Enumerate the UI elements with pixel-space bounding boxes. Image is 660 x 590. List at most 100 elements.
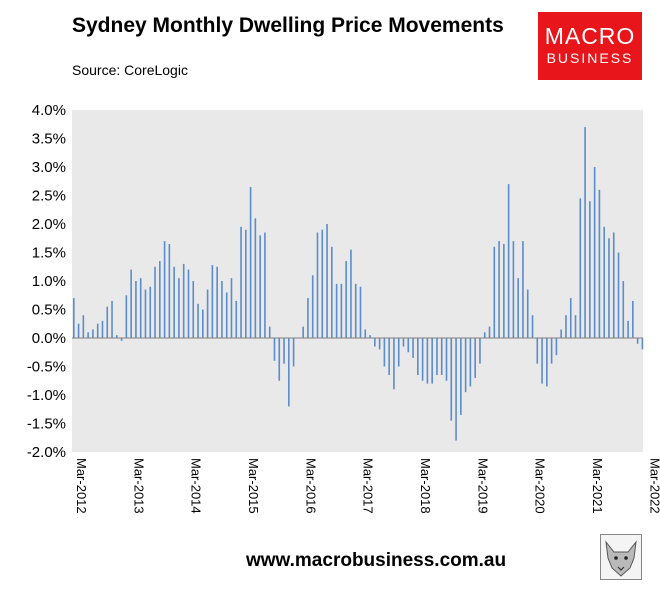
bar [503, 243, 505, 338]
logo-line-1: MACRO [544, 23, 636, 49]
y-tick-label: 1.0% [32, 273, 66, 290]
bar [393, 338, 395, 390]
bar [608, 238, 610, 338]
bar [331, 246, 333, 338]
bar [541, 338, 543, 384]
bar [483, 332, 486, 338]
website-url[interactable]: www.macrobusiness.com.au [246, 550, 507, 571]
bar [245, 229, 247, 338]
bar [517, 278, 519, 338]
bar [125, 295, 128, 338]
bar [288, 338, 290, 407]
bar [149, 286, 152, 338]
bar [202, 309, 204, 338]
bar [593, 167, 596, 338]
bar [106, 306, 109, 338]
bar [221, 281, 223, 338]
bar [632, 300, 634, 338]
bar [598, 189, 601, 338]
bar [569, 298, 572, 338]
bar [397, 338, 400, 367]
bar [316, 232, 319, 338]
bar [259, 235, 261, 338]
bar [546, 338, 548, 387]
bar [536, 338, 539, 364]
y-tick-label: -1.0% [27, 387, 66, 404]
bar [326, 224, 328, 338]
x-tick-label: Mar-2015 [246, 458, 261, 514]
y-tick-label: 3.5% [32, 131, 66, 148]
bar [311, 275, 314, 338]
y-tick-label: -1.5% [27, 416, 66, 433]
bar [345, 261, 347, 338]
bar [154, 266, 156, 338]
bar [369, 335, 371, 338]
bar [354, 283, 357, 338]
bar [450, 338, 453, 421]
bar [378, 338, 381, 350]
bar [560, 329, 562, 338]
bar [402, 338, 405, 347]
bar [92, 329, 94, 338]
bar [584, 127, 586, 338]
logo-line-2: BUSINESS [546, 50, 634, 66]
bar [173, 266, 175, 338]
bar [407, 338, 410, 353]
bar [254, 218, 257, 338]
wolf-icon [600, 534, 642, 580]
y-tick-label: 0.0% [32, 330, 66, 347]
bar [335, 283, 338, 338]
macrobusiness-logo[interactable]: MACRO BUSINESS [538, 12, 642, 80]
y-tick-label: 1.5% [32, 245, 66, 262]
bar [464, 338, 467, 393]
bar [268, 326, 271, 338]
source-note: Source: CoreLogic [72, 62, 188, 78]
bar [159, 261, 161, 338]
x-tick-label: Mar-2018 [418, 458, 433, 514]
bar [321, 229, 324, 338]
bar [474, 338, 476, 378]
bar [192, 281, 195, 338]
bar [364, 329, 367, 338]
plot-area [72, 110, 643, 452]
bar [273, 338, 276, 361]
bar [374, 338, 376, 347]
bar [307, 298, 309, 338]
y-tick-label: 2.0% [32, 216, 66, 233]
bar [440, 338, 443, 376]
bar [187, 269, 190, 338]
bar [426, 338, 429, 384]
bar [230, 278, 233, 338]
bar [211, 265, 214, 338]
x-tick-label: Mar-2019 [475, 458, 490, 514]
bar [512, 241, 515, 338]
x-tick-label: Mar-2013 [131, 458, 146, 514]
bar [469, 338, 472, 387]
bar [455, 338, 457, 441]
bar [460, 338, 462, 415]
bar [178, 278, 180, 338]
x-tick-label: Mar-2014 [189, 458, 204, 514]
bar [182, 263, 185, 338]
bar [522, 241, 524, 338]
bar [101, 320, 104, 338]
bar [144, 289, 147, 338]
bar [574, 315, 577, 338]
bar [111, 300, 113, 338]
bar [350, 249, 352, 338]
bar [383, 338, 386, 367]
bar [388, 338, 390, 376]
bar [235, 300, 238, 338]
chart-title: Sydney Monthly Dwelling Price Movements [72, 14, 504, 37]
bar [579, 198, 582, 338]
bar [565, 315, 567, 338]
bar [87, 332, 89, 338]
bar [436, 338, 438, 376]
bar [479, 338, 481, 364]
bar [417, 338, 419, 376]
bar [225, 292, 228, 338]
y-tick-label: -0.5% [27, 359, 66, 376]
x-tick-label: Mar-2021 [590, 458, 605, 514]
bar [163, 241, 166, 338]
bar [340, 283, 343, 338]
